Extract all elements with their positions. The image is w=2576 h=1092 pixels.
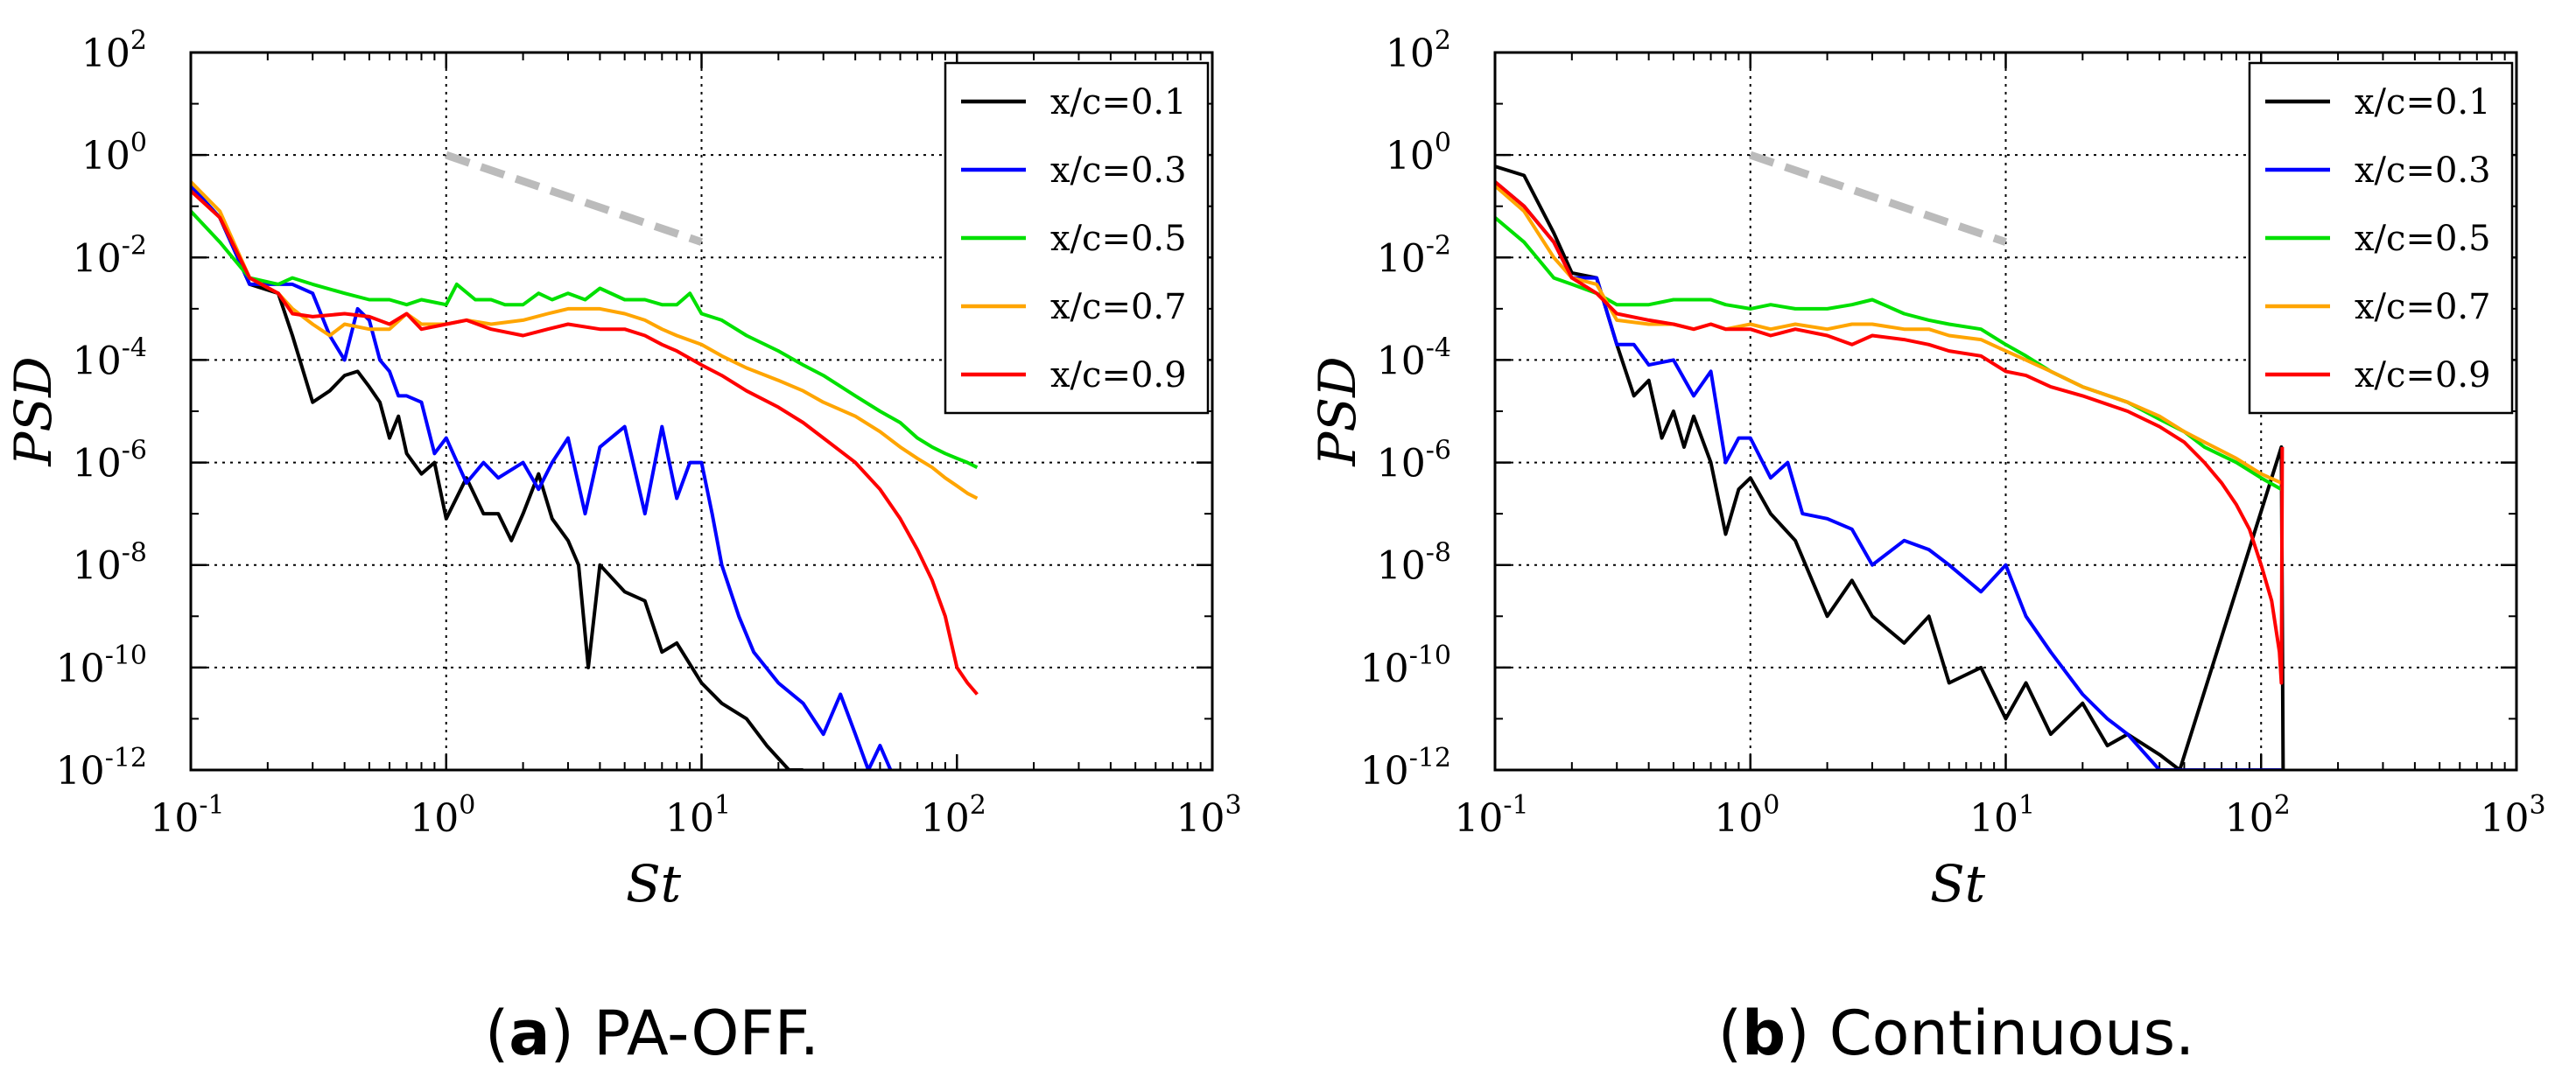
chart-a-y-tick-label: 10-8	[73, 538, 147, 589]
chart-b-y-tick-label: 10-4	[1377, 332, 1451, 383]
chart-b-x-tick-label: 10-1	[1454, 790, 1528, 841]
chart-b-svg: 10-1 100 101 102 103 10-12 10-10 10-8 10-6 10-4 10…	[1308, 25, 2546, 914]
caption-a-letter: a	[509, 998, 551, 1069]
chart-a-y-tick-label: 10-6	[73, 436, 147, 486]
chart-b-y-tick-label: 10-2	[1377, 230, 1451, 281]
chart-b-reference-slope-line	[1749, 150, 2007, 246]
chart-a-series-line-3	[191, 210, 979, 469]
chart-b-legend-label-2: x/c=0.3	[2355, 150, 2491, 191]
chart-b-x-tick-label: 100	[1714, 790, 1779, 841]
chart-b-x-axis-label: St	[1930, 854, 1986, 914]
chart-a-legend-label-2: x/c=0.3	[1050, 150, 1187, 191]
chart-a-series-line-2	[191, 185, 893, 770]
chart-a-svg: 10-1 100 101 102 103 10-12 10-10 10-8 10-6 10-4 10…	[4, 25, 1242, 914]
chart-b-y-tick-label: 102	[1386, 25, 1451, 76]
chart-a-x-tick-label: 103	[1176, 790, 1241, 841]
chart-a-reference-slope-line	[445, 150, 703, 246]
chart-b-x-tick-label: 102	[2225, 790, 2291, 841]
chart-b-y-tick-label: 10-10	[1360, 640, 1451, 691]
caption-a: (a) PA-OFF.	[484, 998, 820, 1069]
caption-a-text: PA-OFF.	[593, 998, 820, 1069]
chart-b-x-tick-label: 103	[2480, 790, 2545, 841]
chart-a-y-tick-label: 100	[81, 128, 147, 178]
chart-b-y-tick-label: 10-12	[1360, 743, 1451, 794]
chart-a-y-tick-label: 10-4	[73, 332, 147, 383]
chart-b-x-tick-label: 101	[1969, 790, 2035, 841]
chart-b-legend-label-5: x/c=0.9	[2355, 355, 2491, 396]
chart-a-y-tick-label: 10-12	[56, 743, 147, 794]
chart-b-y-axis-label: PSD	[1308, 356, 1367, 466]
chart-a-x-tick-label: 10-1	[150, 790, 224, 841]
caption-b: (b) Continuous.	[1717, 998, 2195, 1069]
chart-a-x-tick-label: 100	[410, 790, 475, 841]
chart-b-legend-label-3: x/c=0.5	[2355, 219, 2491, 259]
chart-b-plot-frame	[1493, 51, 2518, 772]
chart-b-y-tick-label: 100	[1386, 128, 1451, 178]
chart-a-series-line-4	[191, 180, 979, 500]
chart-panel-a: 10-1 100 101 102 103 10-12 10-10 10-8 10-6 10-4 10…	[4, 25, 1242, 1069]
chart-a-legend-label-1: x/c=0.1	[1050, 82, 1187, 122]
chart-a-legend-label-5: x/c=0.9	[1050, 355, 1187, 396]
chart-panel-b: 10-1 100 101 102 103 10-12 10-10 10-8 10-6 10-4 10…	[1304, 0, 2576, 1092]
chart-b-y-tick-label: 10-8	[1377, 538, 1451, 589]
chart-a-y-tick-label: 10-2	[73, 230, 147, 281]
chart-a-x-tick-label: 101	[665, 790, 731, 841]
chart-b-legend-label-1: x/c=0.1	[2355, 82, 2491, 122]
chart-a-y-axis-label: PSD	[4, 356, 63, 466]
chart-a-legend-label-3: x/c=0.5	[1050, 219, 1187, 259]
caption-b-letter: b	[1742, 998, 1786, 1069]
chart-b-series-line-3	[1495, 216, 2283, 491]
chart-b-series-line-4	[1495, 184, 2283, 485]
chart-a-plot-frame	[189, 51, 1214, 772]
chart-a-x-tick-label: 102	[921, 790, 986, 841]
chart-a-legend-label-4: x/c=0.7	[1050, 287, 1187, 327]
chart-b-y-tick-label: 10-6	[1377, 436, 1451, 486]
chart-b-legend-label-4: x/c=0.7	[2355, 287, 2491, 327]
chart-a-y-tick-label: 10-10	[56, 640, 147, 691]
chart-a-series-line-1	[191, 185, 804, 770]
chart-a-series-line-5	[191, 189, 979, 696]
chart-b-series-line-2	[1495, 180, 2282, 770]
chart-b-series-line-5	[1495, 180, 2285, 685]
chart-a-x-axis-label: St	[626, 854, 682, 914]
chart-a-y-tick-label: 102	[81, 25, 147, 76]
caption-b-text: Continuous.	[1828, 998, 2195, 1069]
chart-b-series-line-1	[1495, 164, 2285, 770]
